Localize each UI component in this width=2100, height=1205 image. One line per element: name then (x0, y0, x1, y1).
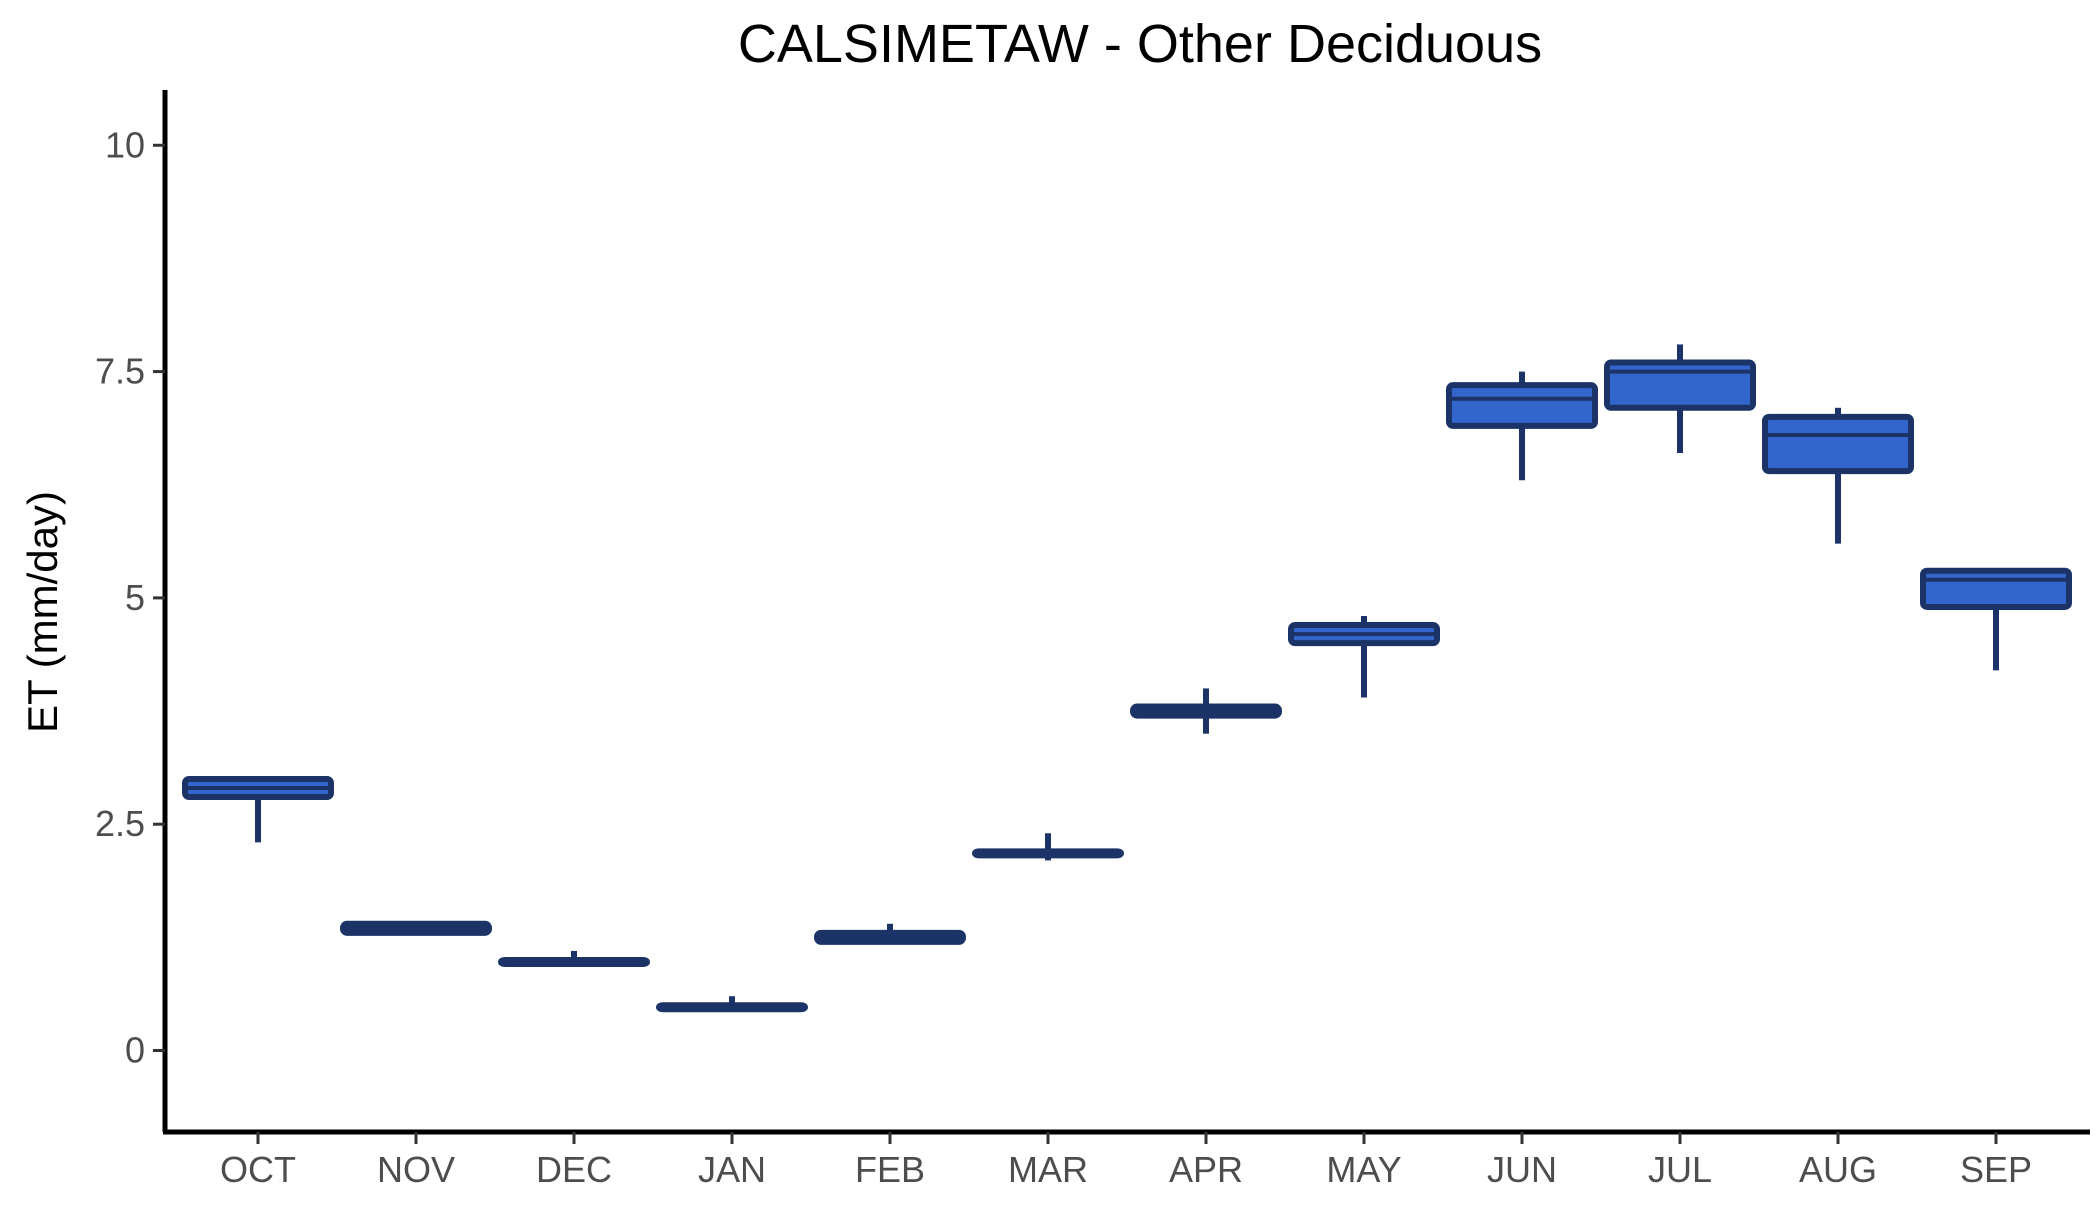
x-tick-label: FEB (855, 1149, 925, 1190)
chart-title: CALSIMETAW - Other Deciduous (738, 14, 1542, 74)
x-tick-label: AUG (1799, 1149, 1877, 1190)
y-axis-title: ET (mm/day) (19, 491, 66, 733)
y-tick-label: 7.5 (95, 351, 145, 392)
box-jun (1446, 382, 1598, 429)
y-tick-label: 2.5 (95, 803, 145, 844)
x-tick-label: DEC (536, 1149, 612, 1190)
x-tick-label: JAN (698, 1149, 766, 1190)
x-tick-label: MAR (1008, 1149, 1088, 1190)
y-tick-label: 0 (125, 1030, 145, 1071)
y-tick-label: 5 (125, 577, 145, 618)
x-tick-label: NOV (377, 1149, 455, 1190)
box-jul (1604, 359, 1756, 411)
x-tick-label: APR (1169, 1149, 1243, 1190)
x-tick-label: JUN (1487, 1149, 1557, 1190)
x-tick-label: OCT (220, 1149, 296, 1190)
x-tick-label: JUL (1648, 1149, 1712, 1190)
x-tick-label: MAY (1326, 1149, 1401, 1190)
x-tick-label: SEP (1960, 1149, 2032, 1190)
plot-area: 0 2.5 5 7.5 10 OCT NOV DEC JAN FEB MAR APR MAY JUN JUL… (95, 90, 2090, 1190)
box-aug (1762, 413, 1914, 475)
box-sep (1920, 567, 2072, 610)
y-tick-label: 10 (105, 124, 145, 165)
